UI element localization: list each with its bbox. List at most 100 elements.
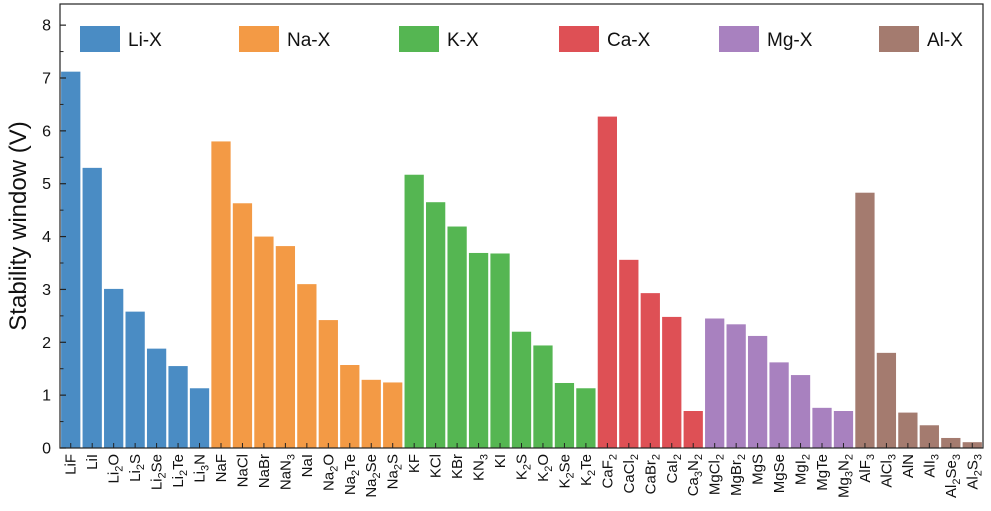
y-tick-label: 5: [42, 176, 51, 193]
bar: [146, 348, 167, 448]
x-category-label: CaI2: [664, 454, 684, 483]
x-category-label: MgCl2: [707, 454, 727, 495]
bar: [726, 324, 746, 448]
x-category-label: LiI: [84, 454, 101, 470]
y-tick-label: 6: [42, 123, 51, 140]
legend-swatch: [719, 26, 759, 52]
bar: [490, 253, 510, 448]
y-tick-label: 4: [42, 229, 51, 246]
x-category-label: Ca3N2: [685, 454, 705, 496]
x-category-label: NaF: [213, 454, 230, 482]
x-category-label: MgI2: [793, 454, 813, 485]
bar: [82, 167, 102, 449]
bar: [511, 331, 532, 448]
legend-label: Na-X: [287, 30, 331, 51]
legend-label: Al-X: [927, 30, 963, 51]
bar: [468, 252, 489, 448]
x-category-label: NaCl: [234, 454, 251, 487]
x-category-label: KF: [406, 454, 423, 473]
x-category-label: KBr: [449, 454, 466, 479]
bars-group: [61, 71, 982, 449]
x-category-label: Na2Se: [363, 454, 383, 498]
x-category-label: Li3N: [192, 454, 212, 483]
y-tick-label: 2: [42, 335, 51, 352]
x-category-label: NaI: [299, 454, 316, 477]
bar: [426, 202, 446, 448]
bar: [125, 311, 145, 448]
x-category-label: CaBr2: [642, 454, 662, 494]
bar: [683, 411, 703, 448]
x-category-label: MgTe: [814, 454, 831, 491]
y-axis: 0 1 2 3 4 5 6 7 8: [42, 18, 66, 458]
bar: [705, 318, 725, 448]
bar: [533, 345, 553, 448]
bar: [554, 382, 575, 448]
x-category-label: Mg3N2: [835, 454, 855, 498]
bar: [640, 293, 660, 448]
y-axis-title: Stability window (V): [5, 121, 32, 330]
x-category-label: K2S: [514, 454, 534, 480]
x-category-label: Al2S3: [964, 454, 984, 490]
bar: [790, 375, 811, 448]
x-category-label: Li2Te: [170, 454, 190, 488]
x-category-label: Na2S: [385, 454, 405, 489]
x-category-label: KI: [492, 454, 509, 468]
bar: [619, 259, 639, 448]
x-category-label: AlI3: [921, 454, 941, 478]
x-category-label: MgBr2: [728, 454, 748, 496]
bar: [941, 437, 961, 448]
x-category-label: CaCl2: [621, 454, 641, 493]
bar: [576, 388, 596, 448]
bar: [254, 236, 274, 448]
x-category-label: Na2O: [320, 454, 340, 491]
x-category-label: CaF2: [599, 454, 619, 488]
bar: [318, 320, 338, 448]
x-category-label: AlN: [900, 454, 917, 478]
bar: [275, 246, 296, 448]
x-category-label: NaBr: [256, 454, 273, 488]
x-category-label: MgS: [750, 454, 767, 485]
y-tick-label: 7: [42, 71, 51, 88]
legend-swatch: [239, 26, 279, 52]
y-tick-label: 1: [42, 388, 51, 405]
bar: [104, 288, 124, 448]
x-category-label: Li2S: [127, 454, 147, 482]
bar: [919, 425, 939, 448]
bar: [597, 116, 617, 448]
y-tick-label: 0: [42, 441, 51, 458]
plot-frame: [59, 3, 984, 449]
x-category-label: KN3: [471, 454, 491, 481]
x-category-label: K2Se: [556, 454, 576, 489]
bar: [189, 388, 210, 448]
bar: [855, 192, 875, 448]
bar: [383, 382, 403, 448]
legend-swatch: [879, 26, 919, 52]
bar: [211, 141, 231, 448]
bar: [61, 71, 81, 448]
x-category-label: Li2O: [106, 454, 126, 483]
x-category-label: MgSe: [771, 454, 788, 493]
bar: [898, 412, 918, 448]
bar: [168, 366, 188, 448]
x-category-label: AlF3: [857, 454, 877, 483]
bar: [340, 365, 360, 448]
bar: [361, 379, 381, 448]
x-category-label: Li2Se: [149, 454, 169, 490]
legend-swatch: [399, 26, 439, 52]
bar: [447, 226, 467, 448]
x-category-label: AlCl3: [878, 454, 898, 488]
legend-label: Mg-X: [767, 30, 813, 51]
bar: [662, 316, 682, 448]
x-category-label: Al2Se3: [943, 454, 963, 498]
legend-label: Li-X: [128, 30, 162, 51]
legend-label: K-X: [447, 30, 479, 51]
x-category-label: Na2Te: [342, 454, 362, 495]
bar: [769, 362, 789, 448]
x-category-label: LiF: [63, 454, 80, 475]
bar: [404, 174, 424, 449]
bar: [232, 203, 253, 448]
bar: [876, 352, 897, 448]
y-tick-label: 8: [42, 18, 51, 35]
